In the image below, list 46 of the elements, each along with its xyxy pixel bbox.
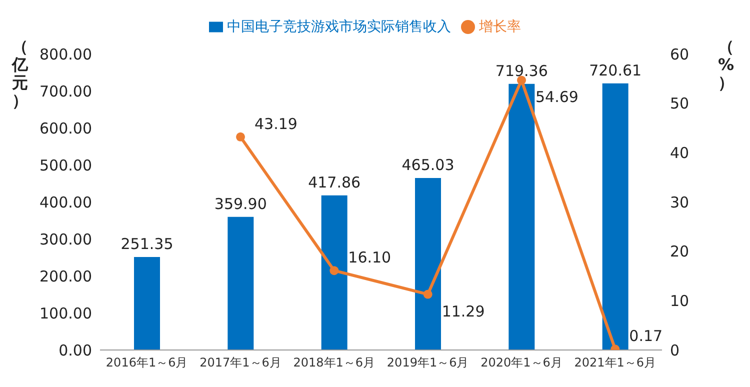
legend-label: 中国电子竞技游戏市场实际销售收入	[227, 19, 451, 35]
data-label: 43.19	[254, 114, 298, 133]
data-label: 465.03	[402, 156, 454, 174]
y-tick-label: 0.00	[58, 341, 92, 360]
data-label: 11.29	[442, 302, 485, 320]
y2-tick-label: 40	[670, 144, 690, 162]
y-tick-label: 400.00	[40, 193, 92, 212]
bar	[415, 178, 441, 350]
y2-tick-label: 0	[670, 341, 680, 360]
x-tick-label: 2017年1～6月	[200, 356, 282, 370]
bar	[508, 84, 535, 350]
bar	[602, 83, 628, 350]
y2-tick-label: 10	[670, 292, 690, 310]
bar	[134, 257, 160, 350]
y2-tick-label: 30	[670, 193, 690, 212]
y-tick-label: 800.00	[40, 45, 92, 64]
data-label: 0.17	[629, 327, 663, 346]
y-tick-label: 600.00	[40, 119, 92, 138]
x-tick-label: 2020年1～6月	[480, 356, 562, 370]
data-label: 251.35	[120, 235, 174, 253]
data-label: 16.10	[348, 248, 392, 267]
x-tick-label: 2021年1～6月	[574, 356, 656, 370]
data-label: 359.90	[214, 194, 267, 213]
data-label: 719.36	[495, 62, 548, 80]
data-label: 54.69	[536, 88, 578, 106]
x-tick-label: 2016年1～6月	[106, 356, 188, 370]
y-tick-label: 700.00	[40, 82, 92, 100]
y-axis-title: （亿元）	[12, 37, 28, 110]
y-tick-label: 100.00	[40, 304, 92, 322]
y2-tick-label: 50	[670, 94, 690, 113]
y2-tick-label: 20	[670, 242, 690, 261]
bar	[228, 216, 254, 350]
point	[423, 290, 432, 299]
y-tick-label: 300.00	[40, 230, 92, 248]
x-tick-label: 2018年1～6月	[293, 356, 376, 370]
data-label: 720.61	[589, 61, 642, 80]
data-label: 417.86	[308, 173, 361, 192]
point	[236, 132, 245, 142]
point	[330, 266, 339, 276]
legend-label: 增长率	[479, 19, 521, 35]
y-tick-label: 500.00	[40, 156, 92, 174]
y2-tick-label: 60	[670, 45, 690, 64]
y-tick-label: 200.00	[40, 267, 92, 286]
bar	[321, 195, 348, 350]
y2-axis-title: （%）	[718, 37, 734, 92]
x-tick-label: 2019年1～6月	[386, 356, 469, 370]
